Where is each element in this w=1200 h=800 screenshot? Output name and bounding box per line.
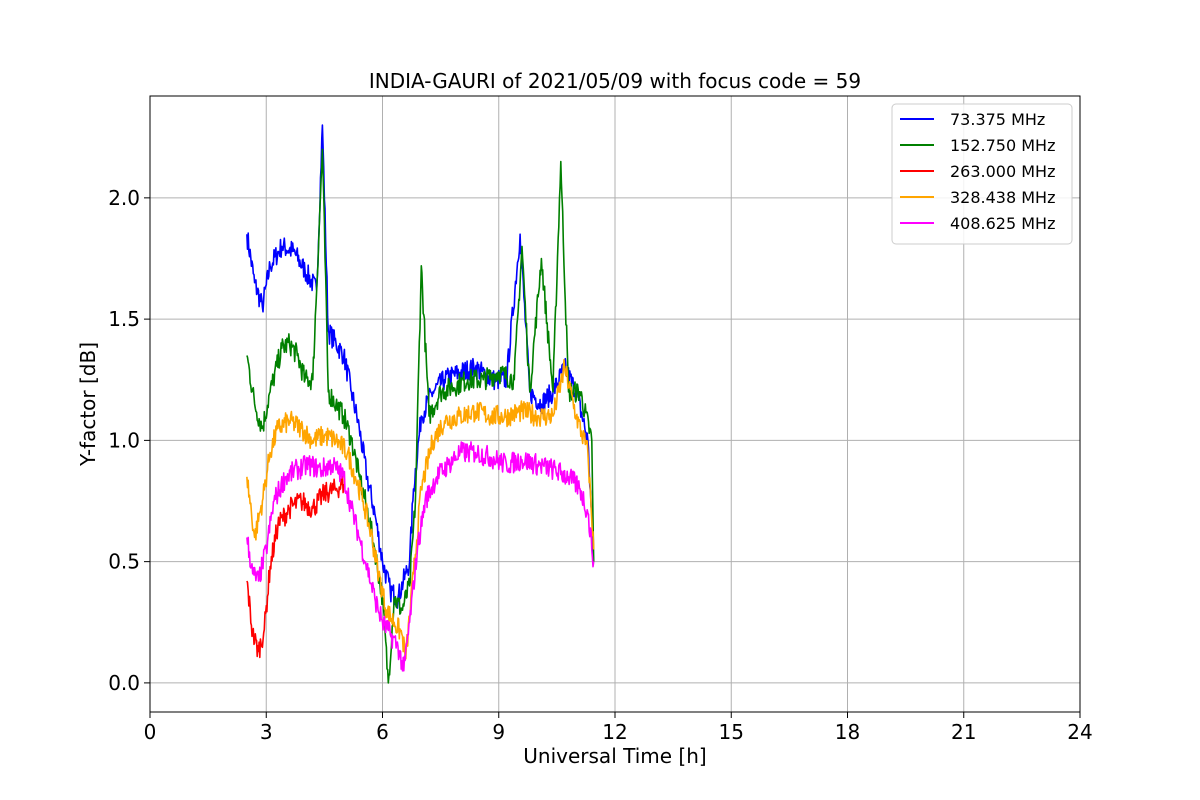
legend-label: 152.750 MHz (950, 136, 1055, 155)
x-tick-label: 24 (1067, 720, 1092, 744)
legend-label: 73.375 MHz (950, 110, 1045, 129)
x-tick-label: 21 (951, 720, 976, 744)
legend-label: 263.000 MHz (950, 162, 1055, 181)
y-axis-label: Y-factor [dB] (76, 342, 100, 467)
x-tick-label: 9 (492, 720, 505, 744)
y-tick-label: 0.0 (108, 671, 140, 695)
legend-frame (891, 103, 1073, 245)
x-tick-label: 15 (719, 720, 744, 744)
y-tick-label: 1.0 (108, 428, 140, 452)
series-line-3 (246, 359, 595, 661)
plot-area (246, 124, 595, 684)
legend-label: 408.625 MHz (950, 214, 1055, 233)
x-tick-label: 3 (260, 720, 273, 744)
x-tick-label: 12 (602, 720, 627, 744)
y-tick-label: 2.0 (108, 186, 140, 210)
x-axis-label: Universal Time [h] (523, 744, 706, 768)
series-line-2 (246, 475, 345, 659)
y-tick-label: 1.5 (108, 307, 140, 331)
series-line-0 (246, 124, 595, 609)
x-tick-label: 6 (376, 720, 389, 744)
x-tick-label: 0 (144, 720, 157, 744)
x-tick-label: 18 (835, 720, 860, 744)
series-line-1 (246, 148, 595, 684)
legend-label: 328.438 MHz (950, 188, 1055, 207)
y-tick-label: 0.5 (108, 550, 140, 574)
axis-ticks: 0 3 6 9 12 15 18 21 24 0.0 0.5 1.0 1.5 2.0 (108, 186, 1093, 744)
series-line-4 (246, 441, 595, 672)
chart-title: INDIA-GAURI of 2021/05/09 with focus cod… (369, 69, 861, 93)
legend: 73.375 MHz 152.750 MHz 263.000 MHz 328.438 … (891, 103, 1073, 245)
